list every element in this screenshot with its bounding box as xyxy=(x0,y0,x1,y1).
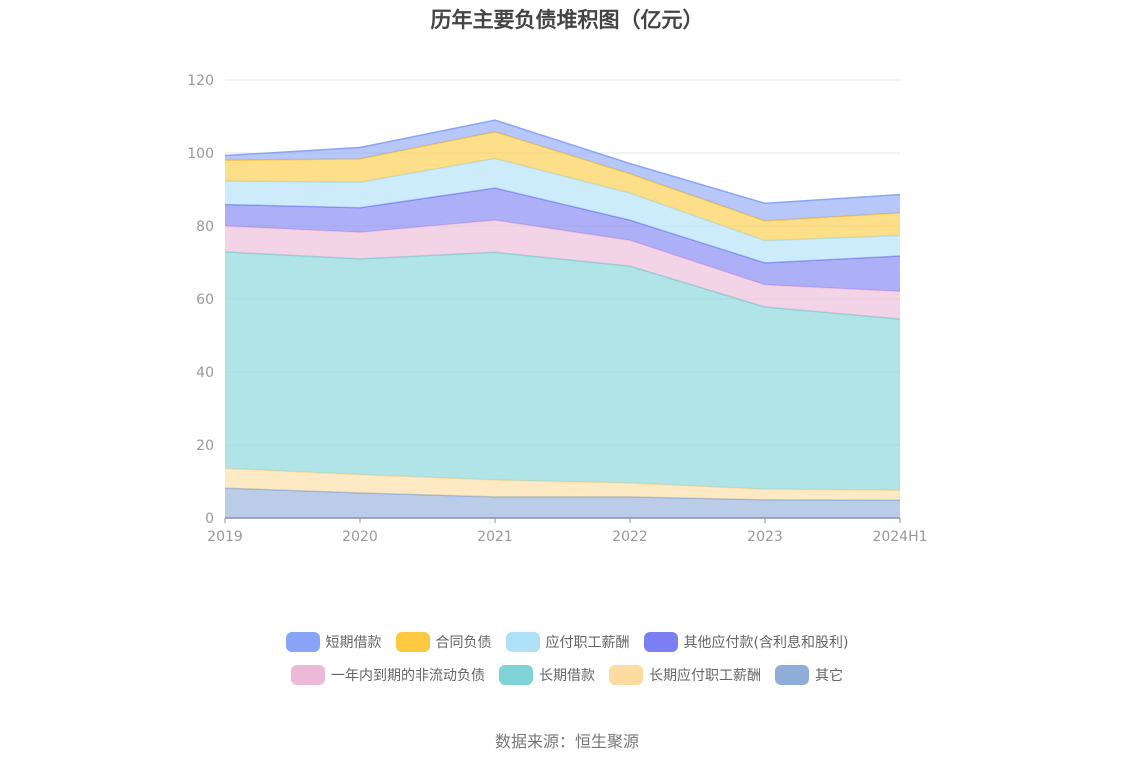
legend-label: 长期应付职工薪酬 xyxy=(649,668,761,684)
y-tick-label: 20 xyxy=(196,438,214,454)
legend-swatch xyxy=(505,632,540,652)
y-tick-label: 80 xyxy=(196,219,214,235)
legend-label: 一年内到期的非流动负债 xyxy=(331,668,485,684)
legend-swatch xyxy=(643,632,678,652)
y-tick-label: 120 xyxy=(187,73,214,89)
legend-label: 其他应付款(含利息和股利) xyxy=(683,635,849,651)
y-tick-label: 40 xyxy=(196,365,214,381)
legend-swatch xyxy=(291,665,325,685)
x-tick-label: 2023 xyxy=(747,529,783,545)
legend-label: 应付职工薪酬 xyxy=(545,635,630,651)
legend-item[interactable]: 其它 xyxy=(775,663,843,687)
legend-swatch xyxy=(395,632,430,652)
legend: 短期借款 合同负债 应付职工薪酬 其他应付款(含利息和股利) 一年内到期的非流动负债 长… xyxy=(0,630,1134,696)
x-tick-label: 2020 xyxy=(342,529,378,545)
area-series-7 xyxy=(225,120,900,221)
y-tick-label: 100 xyxy=(187,146,214,162)
legend-label: 合同负债 xyxy=(435,635,492,651)
area-series-2 xyxy=(225,251,900,491)
y-tick-label: 0 xyxy=(205,511,214,527)
chart-title: 历年主要负债堆积图（亿元） xyxy=(430,8,704,32)
legend-row-2: 一年内到期的非流动负债 长期借款 长期应付职工薪酬 其它 xyxy=(0,663,1134,687)
legend-label: 其它 xyxy=(815,668,843,684)
legend-row-1: 短期借款 合同负债 应付职工薪酬 其他应付款(含利息和股利) xyxy=(0,630,1134,654)
legend-label: 短期借款 xyxy=(325,635,382,651)
legend-item[interactable]: 短期借款 xyxy=(285,630,382,654)
area-series-6 xyxy=(225,131,900,241)
legend-swatch xyxy=(609,665,643,685)
legend-item[interactable]: 一年内到期的非流动负债 xyxy=(291,663,485,687)
legend-label: 长期借款 xyxy=(539,668,595,684)
legend-swatch xyxy=(775,665,809,685)
legend-item[interactable]: 其他应付款(含利息和股利) xyxy=(643,630,849,654)
x-tick-label: 2022 xyxy=(612,529,648,545)
source-note: 数据来源：恒生聚源 xyxy=(494,732,639,751)
area-series-3 xyxy=(225,220,900,320)
area-series-5 xyxy=(225,158,900,263)
x-tick-label: 2021 xyxy=(477,529,513,545)
area-series-4 xyxy=(225,188,900,292)
x-tick-label: 2019 xyxy=(207,529,243,545)
legend-item[interactable]: 长期应付职工薪酬 xyxy=(609,663,761,687)
stacked-area-chart: 0 20 40 60 80 100 120 2019 2020 2021 2022 2023 2024H… xyxy=(187,73,927,545)
legend-item[interactable]: 应付职工薪酬 xyxy=(505,630,630,654)
legend-swatch xyxy=(285,632,320,652)
axes: 0 20 40 60 80 100 120 2019 2020 2021 2022 2023 2024H… xyxy=(187,73,927,545)
legend-item[interactable]: 合同负债 xyxy=(395,630,492,654)
legend-item[interactable]: 长期借款 xyxy=(499,663,595,687)
area-series-line-7 xyxy=(224,119,901,205)
area-series-0 xyxy=(225,488,900,518)
legend-swatch xyxy=(499,665,533,685)
area-series-group xyxy=(224,119,901,518)
x-tick-label: 2024H1 xyxy=(872,529,927,545)
y-tick-label: 60 xyxy=(196,292,214,308)
